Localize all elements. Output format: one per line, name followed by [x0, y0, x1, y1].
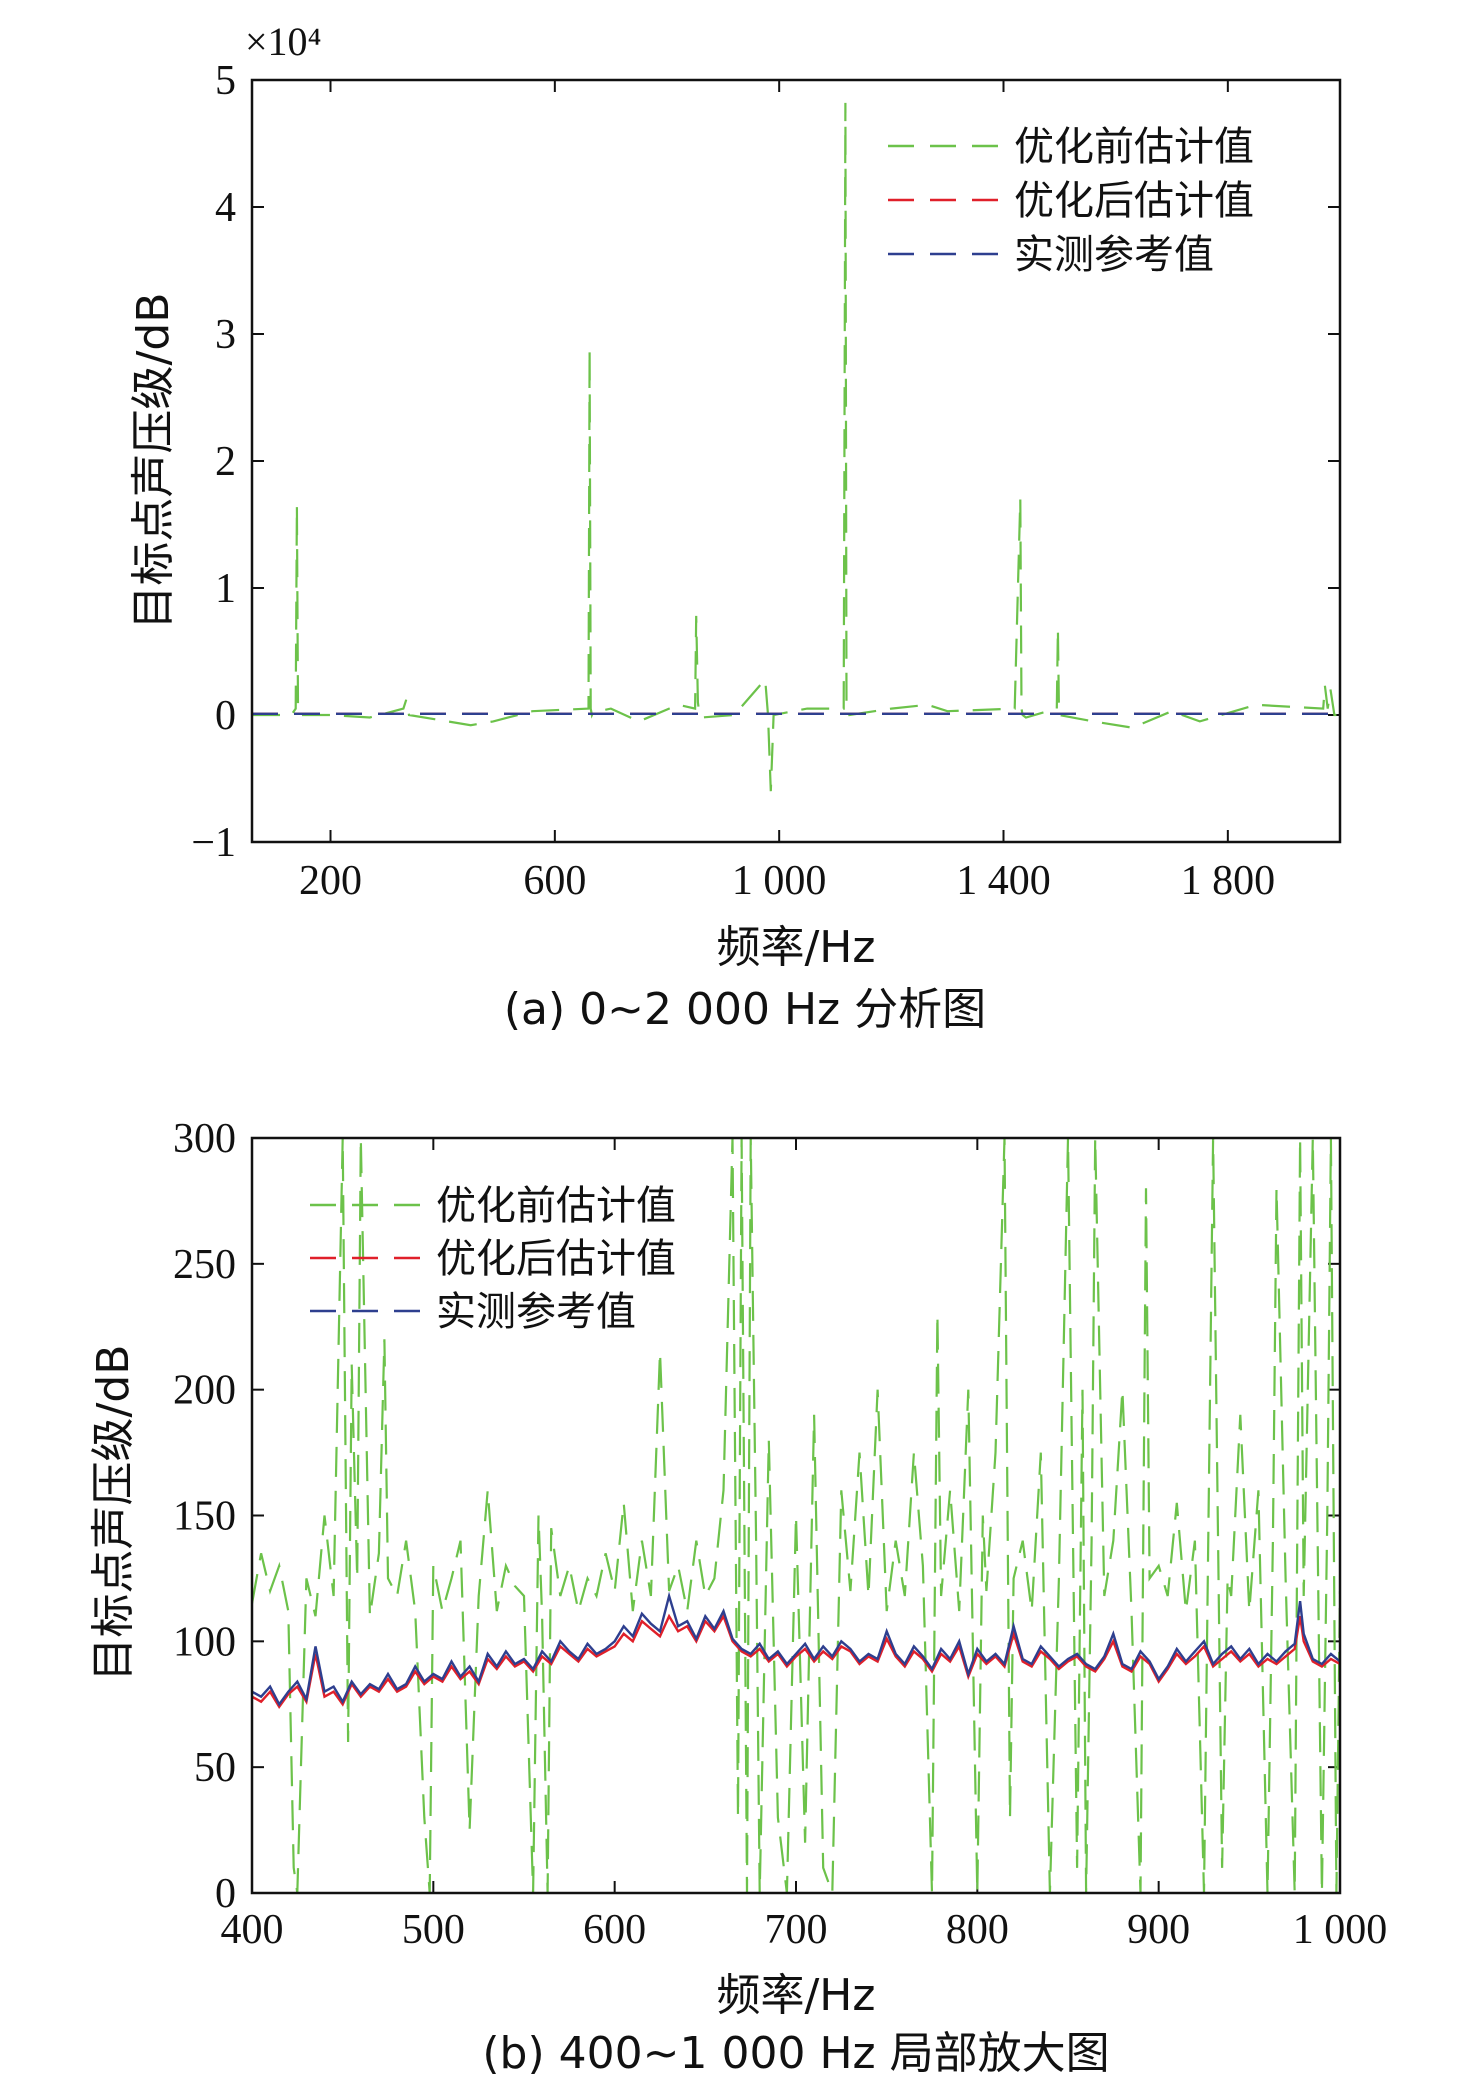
x-tick-label: 800 [946, 1907, 1009, 1953]
x-tick-label: 1 000 [732, 858, 827, 904]
chart-a-tick-labels: 200 600 1 000 1 400 1 800 −1 0 1 2 3 4 5 [191, 58, 1275, 904]
chart-a-plot-frame [250, 78, 1342, 844]
chart-a-xlabel: 频率/Hz [716, 922, 875, 973]
legend-label-3: 实测参考值 [436, 1289, 636, 1335]
series-line-before [252, 102, 1340, 792]
legend-label-1: 优化前估计值 [1014, 124, 1254, 170]
chart-a-series [252, 102, 1340, 792]
y-tick-label: 5 [215, 58, 236, 104]
chart-a-multiplier: ×10⁴ [245, 19, 322, 64]
chart-b-ylabel: 目标点声压级/dB [88, 1345, 139, 1682]
legend-label-2: 优化后估计值 [436, 1236, 676, 1282]
chart-b-xlabel: 频率/Hz [716, 1970, 875, 2021]
y-tick-label: 0 [215, 1871, 236, 1917]
series-line-measured [252, 1591, 1340, 1707]
x-tick-label: 900 [1127, 1907, 1190, 1953]
x-tick-label: 200 [299, 858, 362, 904]
chart-b-plot-frame [250, 1136, 1342, 1895]
x-tick-label: 500 [402, 1907, 465, 1953]
y-tick-label: 200 [173, 1368, 236, 1414]
series-line-before [252, 1138, 1340, 1893]
x-tick-label: 400 [221, 1907, 284, 1953]
y-tick-label: 300 [173, 1116, 236, 1162]
x-tick-label: 700 [765, 1907, 828, 1953]
chart-a-caption: (a) 0~2 000 Hz 分析图 [504, 984, 986, 1035]
y-tick-label: 250 [173, 1242, 236, 1288]
y-tick-label: 100 [173, 1619, 236, 1665]
y-tick-label: 0 [215, 693, 236, 739]
series-line-after [252, 1613, 1340, 1709]
chart-b-tick-labels: 400 500 600 700 800 900 1 000 0 50 100 150 200 250 30… [173, 1116, 1387, 1953]
x-tick-label: 1 400 [956, 858, 1051, 904]
x-tick-label: 1 800 [1181, 858, 1276, 904]
y-tick-label: 1 [215, 566, 236, 612]
y-tick-label: −1 [191, 820, 236, 866]
legend-label-3: 实测参考值 [1014, 232, 1214, 278]
chart-b-series [252, 1138, 1340, 1893]
y-tick-label: 2 [215, 439, 236, 485]
chart-a-ylabel: 目标点声压级/dB [128, 293, 179, 630]
chart-b: 400 500 600 700 800 900 1 000 0 50 100 150 200 250 30… [88, 1116, 1387, 2079]
x-tick-label: 600 [583, 1907, 646, 1953]
chart-b-caption: (b) 400~1 000 Hz 局部放大图 [482, 2028, 1109, 2079]
y-tick-label: 4 [215, 185, 236, 231]
x-tick-label: 600 [523, 858, 586, 904]
chart-a: 200 600 1 000 1 400 1 800 −1 0 1 2 3 4 5 ×10⁴ 目标点声压… [128, 19, 1342, 1035]
y-tick-label: 150 [173, 1494, 236, 1540]
y-tick-label: 50 [194, 1745, 236, 1791]
y-tick-label: 3 [215, 312, 236, 358]
legend-label-1: 优化前估计值 [436, 1183, 676, 1229]
x-tick-label: 1 000 [1293, 1907, 1388, 1953]
legend-label-2: 优化后估计值 [1014, 178, 1254, 224]
